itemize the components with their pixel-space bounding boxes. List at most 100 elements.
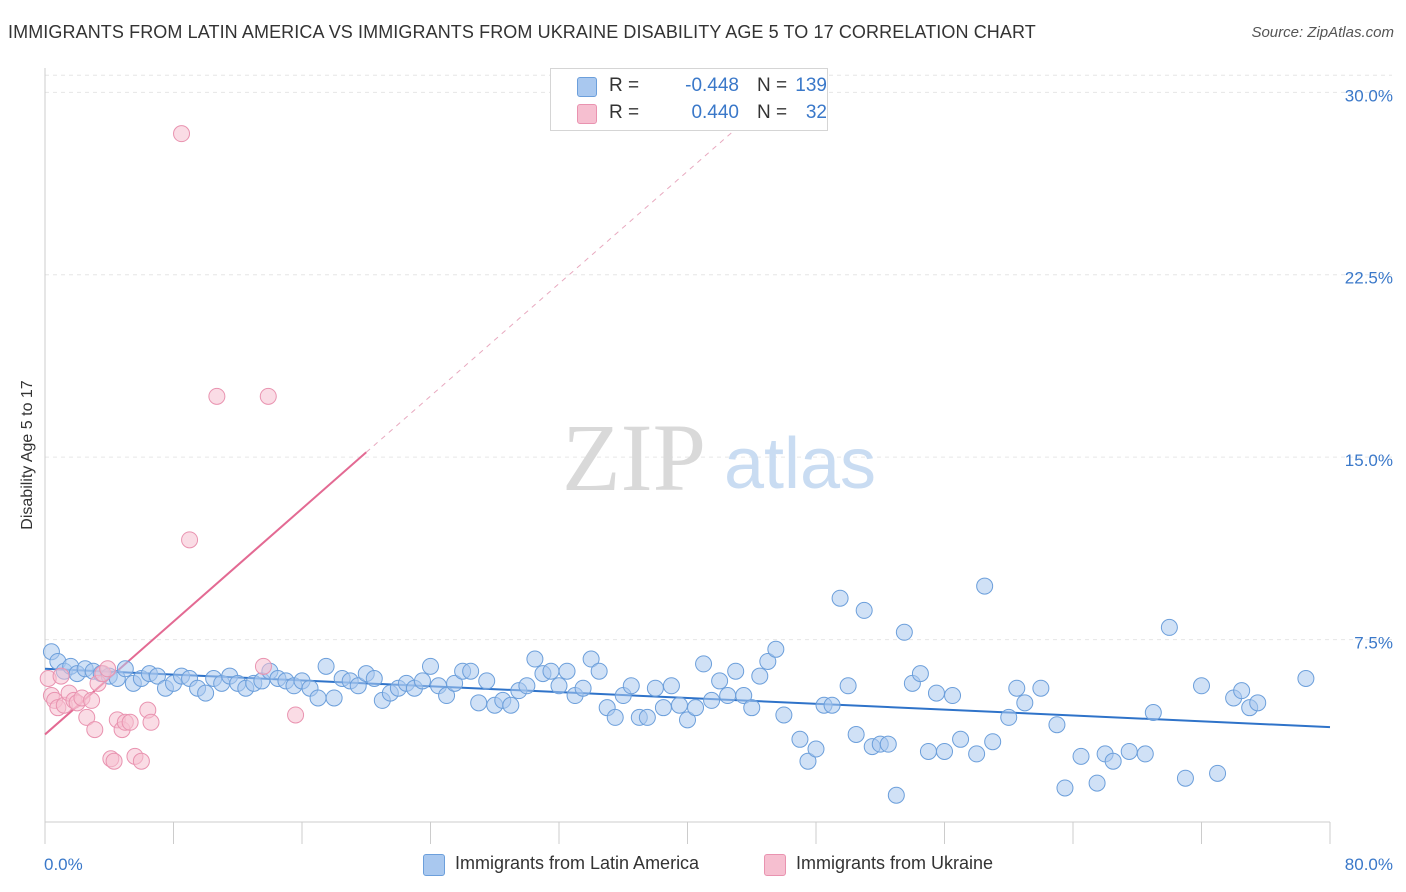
point-latin-america [823,696,841,714]
point-latin-america [695,655,713,673]
y-tick-label: 22.5% [1345,269,1393,288]
point-ukraine [287,706,305,724]
y-axis-label: Disability Age 5 to 17 [19,380,36,530]
point-latin-america [976,577,994,595]
x-tick-label: 80.0% [1345,855,1393,874]
watermark: ZIP atlas [562,404,876,511]
swatch-ukraine [764,854,786,876]
point-latin-america [1088,774,1106,792]
point-ukraine [83,691,101,709]
point-latin-america [1144,704,1162,722]
legend-label: Immigrants from Latin America [455,853,700,873]
point-ukraine [105,752,123,770]
point-latin-america [735,687,753,705]
point-latin-america [550,677,568,695]
point-latin-america [743,699,761,717]
point-latin-america [879,735,897,753]
point-latin-america [1032,679,1050,697]
point-latin-america [719,687,737,705]
point-latin-america [703,691,721,709]
point-latin-america [791,730,809,748]
point-latin-america [1072,747,1090,765]
point-latin-america [911,665,929,683]
point-ukraine [99,660,117,678]
point-latin-america [727,662,745,680]
n-value: 139 [795,75,827,96]
point-latin-america [687,699,705,717]
trendline-ukraine-extension [365,72,801,453]
point-latin-america [799,752,817,770]
point-latin-america [1209,764,1227,782]
swatch-latin-america [423,854,445,876]
point-latin-america [638,708,656,726]
watermark-zip: ZIP [562,404,706,511]
point-latin-america [751,667,769,685]
swatch-latin-america [577,77,597,97]
point-latin-america [502,696,520,714]
point-latin-america [775,706,793,724]
point-ukraine [254,657,272,675]
point-latin-america [968,745,986,763]
point-latin-america [1104,752,1122,770]
point-latin-america [679,711,696,729]
point-latin-america [1056,779,1074,797]
point-latin-america [1120,742,1138,760]
n-value: 32 [805,102,827,123]
point-latin-america [646,679,664,697]
point-latin-america [919,742,937,760]
grid-layer [45,74,1392,641]
x-tick-label: 0.0% [44,855,83,874]
point-latin-america [807,740,825,758]
point-latin-america [558,662,576,680]
point-latin-america [847,725,865,743]
point-ukraine [121,713,139,731]
point-latin-america [365,669,383,687]
point-latin-america [116,660,134,678]
point-latin-america [831,589,849,607]
n-label: N = [757,102,788,123]
point-latin-america [662,677,680,695]
point-latin-america [422,657,439,675]
point-latin-america [606,708,624,726]
point-latin-america [526,650,544,668]
point-ukraine [181,531,199,549]
point-latin-america [984,733,1002,751]
point-latin-america [759,652,777,670]
point-latin-america [855,601,873,619]
r-value: -0.448 [685,75,739,96]
point-latin-america [1233,682,1251,700]
r-label: R = [609,102,640,123]
point-latin-america [309,689,327,707]
point-ukraine [208,387,226,405]
point-latin-america [1297,669,1315,687]
point-latin-america [1016,694,1034,712]
point-latin-america [470,694,488,712]
point-latin-america [462,662,480,680]
points-layer [39,125,1315,804]
point-latin-america [1008,679,1026,697]
point-latin-america [670,696,688,714]
point-ukraine [173,125,191,143]
point-latin-america [542,662,560,680]
point-ukraine [259,387,277,405]
point-latin-america [478,672,496,690]
y-tick-label: 15.0% [1345,451,1393,470]
point-latin-america [1000,708,1018,726]
point-latin-america [839,677,857,695]
point-latin-america [1176,769,1194,787]
point-latin-america [413,672,431,690]
point-latin-america [654,699,672,717]
point-latin-america [1193,677,1210,695]
point-latin-america [574,679,592,697]
point-latin-america [349,677,367,695]
point-latin-america [711,672,729,690]
point-ukraine [132,752,150,770]
point-latin-america [518,677,536,695]
point-latin-america [927,684,945,702]
point-latin-america [317,657,335,675]
point-latin-america [148,667,166,685]
point-latin-america [952,730,970,748]
point-latin-america [1136,745,1154,763]
point-ukraine [142,713,160,731]
